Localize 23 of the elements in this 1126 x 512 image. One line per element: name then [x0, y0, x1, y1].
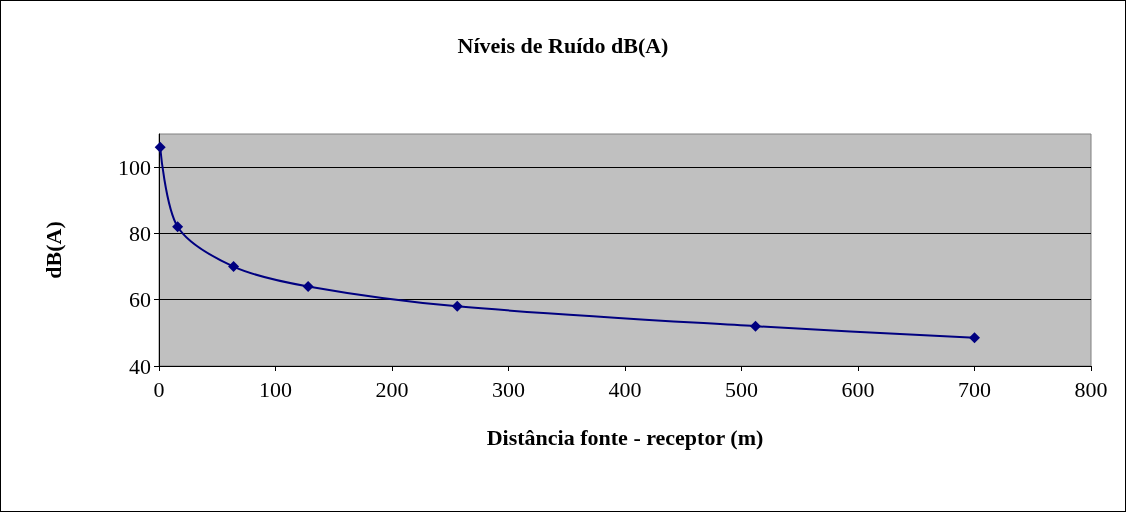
x-tick-label: 100	[259, 376, 292, 402]
x-axis-title: Distância fonte - receptor (m)	[486, 424, 764, 450]
x-tick-label: 600	[841, 376, 875, 402]
point	[969, 332, 980, 344]
x-tick-label: 700	[958, 376, 991, 402]
point	[451, 300, 463, 312]
x-tick-label: 400	[608, 376, 642, 402]
y-tick-label: 80	[129, 220, 151, 246]
x-tick-label: 0	[153, 376, 165, 402]
point	[154, 141, 166, 153]
y-tick-label: 100	[118, 154, 151, 180]
x-tick-label: 800	[1074, 376, 1108, 402]
chart-title: Níveis de Ruído dB(A)	[457, 32, 669, 58]
point	[228, 261, 240, 273]
x-tick-label: 200	[375, 376, 409, 402]
y-tick-label: 60	[129, 287, 151, 313]
x-tick-label: 300	[492, 376, 525, 402]
point	[302, 280, 314, 292]
x-tick-label: 500	[725, 376, 758, 402]
point	[749, 320, 761, 332]
y-tick-label: 40	[129, 353, 151, 379]
point	[172, 221, 184, 233]
y-axis-title: dB(A)	[40, 221, 66, 279]
